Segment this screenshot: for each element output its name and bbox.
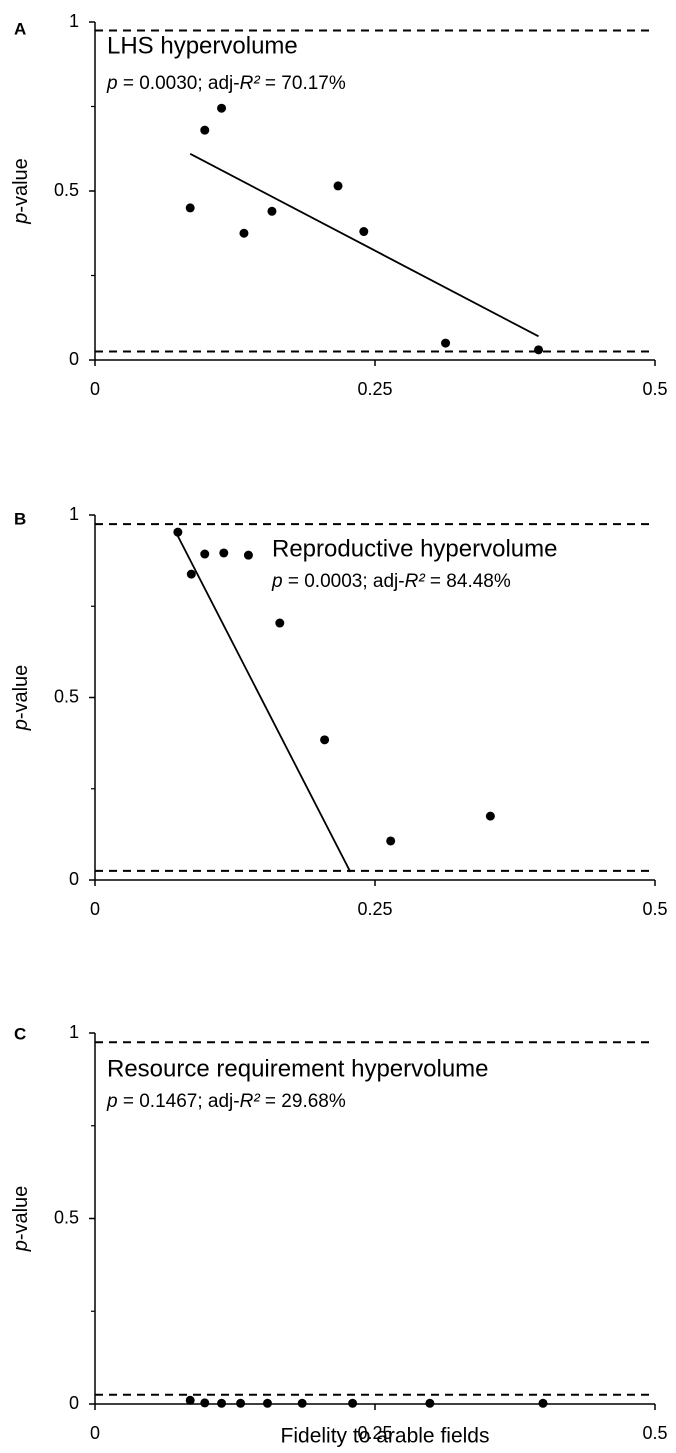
data-point [219, 548, 229, 558]
data-point [297, 1398, 307, 1408]
y-axis-label: p-value [10, 1186, 32, 1253]
x-tick-label: 0 [90, 1423, 100, 1443]
y-tick-label: 0.5 [54, 686, 79, 706]
data-point [441, 338, 451, 348]
text-part: -value [10, 158, 32, 212]
fit-line [173, 529, 352, 873]
data-point [217, 103, 227, 113]
data-point [534, 345, 544, 355]
y-tick-label: 1 [69, 11, 79, 31]
y-tick-label: 0 [69, 869, 79, 889]
x-tick-label: 0 [90, 379, 100, 399]
panel-letter: B [14, 509, 26, 528]
panel-letter: C [14, 1024, 26, 1043]
text-part: R² [240, 73, 261, 94]
text-part: -value [10, 665, 32, 719]
text-part: = 0.1467; adj- [118, 1091, 240, 1112]
text-part: = 29.68% [260, 1091, 346, 1112]
panel-letter: A [14, 19, 26, 38]
data-point [236, 1398, 246, 1408]
panel-annotation: p = 0.0030; adj-R² = 70.17% [106, 73, 346, 94]
data-point [262, 1398, 272, 1408]
data-point [485, 811, 495, 821]
text-part: p [106, 1091, 118, 1112]
data-point [185, 1395, 195, 1405]
y-tick-label: 0.5 [54, 180, 79, 200]
data-point [200, 1398, 210, 1408]
text-part: R² [240, 1091, 261, 1112]
panel-title: Resource requirement hypervolume [107, 1055, 489, 1082]
text-part: R² [405, 571, 426, 592]
y-axis-label: p-value [10, 158, 32, 225]
x-tick-label: 0.5 [642, 1423, 667, 1443]
data-point [275, 618, 285, 628]
y-axis-label: p-value [10, 665, 32, 732]
data-point [425, 1398, 435, 1408]
y-tick-label: 0 [69, 1393, 79, 1413]
panel-annotation: p = 0.0003; adj-R² = 84.48% [271, 571, 511, 592]
data-point [185, 203, 195, 213]
y-tick-label: 1 [69, 504, 79, 524]
text-part: = 70.17% [260, 73, 346, 94]
data-point [538, 1398, 548, 1408]
text-part: -value [10, 1186, 32, 1240]
text-part: p [106, 73, 118, 94]
text-part: p [10, 213, 32, 225]
panel-annotation: p = 0.1467; adj-R² = 29.68% [106, 1091, 346, 1112]
panel-title: Reproductive hypervolume [272, 535, 557, 562]
text-part: p [10, 1240, 32, 1252]
fit-line [189, 153, 539, 338]
data-point [348, 1398, 358, 1408]
data-point [200, 549, 210, 559]
panel-title: LHS hypervolume [107, 32, 298, 59]
x-tick-label: 0.25 [357, 379, 392, 399]
x-tick-label: 0.5 [642, 379, 667, 399]
text-part: = 0.0003; adj- [283, 571, 405, 592]
data-point [267, 206, 277, 216]
y-tick-label: 1 [69, 1022, 79, 1042]
data-point [333, 181, 343, 191]
data-point [239, 228, 249, 238]
text-part: = 84.48% [425, 571, 511, 592]
x-tick-label: 0.5 [642, 899, 667, 919]
text-part: p [10, 719, 32, 731]
y-tick-label: 0 [69, 349, 79, 369]
x-tick-label: 0.25 [357, 899, 392, 919]
data-point [200, 125, 210, 135]
data-point [217, 1398, 227, 1408]
text-part: = 0.0030; adj- [118, 73, 240, 94]
data-point [243, 550, 253, 560]
data-point [359, 227, 369, 237]
y-tick-label: 0.5 [54, 1207, 79, 1227]
text-part: p [271, 571, 283, 592]
data-point [386, 836, 396, 846]
x-tick-label: 0 [90, 899, 100, 919]
x-axis-label: Fidelity to arable fields [281, 1425, 490, 1448]
data-point [186, 569, 196, 579]
data-point [320, 735, 330, 745]
x-tick-label: 0.25 [357, 1423, 392, 1443]
data-point [173, 527, 183, 537]
